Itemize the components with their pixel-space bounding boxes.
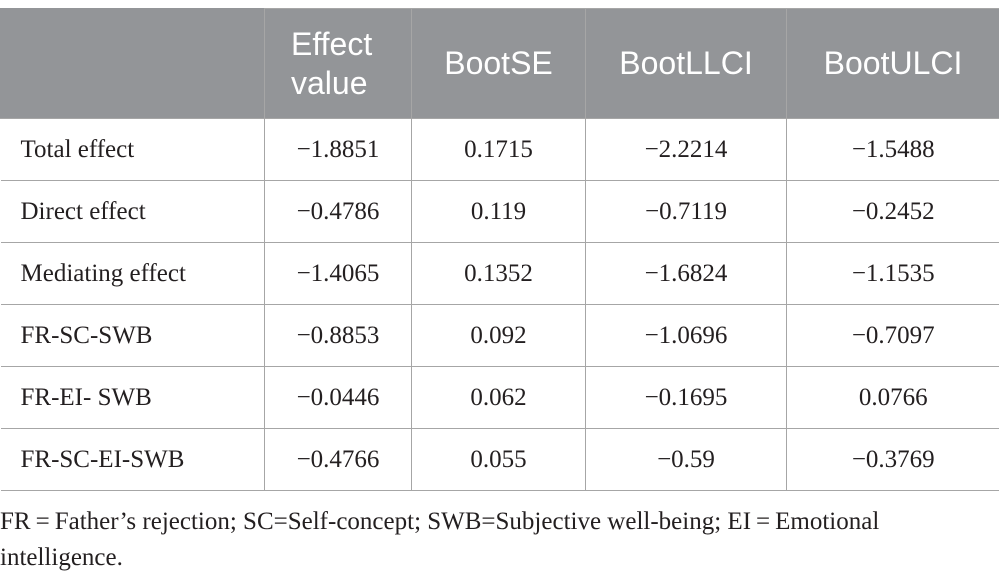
row-label: Total effect [0,118,265,181]
table-row: FR-EI- SWB −0.0446 0.062 −0.1695 0.0766 [0,366,999,429]
table-row: Mediating effect −1.4065 0.1352 −1.6824 … [0,242,999,305]
cell-bootllci: −0.1695 [585,366,787,429]
cell-bootulci: −0.7097 [786,304,999,367]
table-row: Direct effect −0.4786 0.119 −0.7119 −0.2… [0,180,999,243]
row-label: FR-SC-EI-SWB [0,428,265,491]
cell-effect-value: −1.8851 [264,118,412,181]
header-bootllci: BootLLCI [585,8,787,119]
header-bootse: BootSE [411,8,586,119]
cell-effect-value: −0.0446 [264,366,412,429]
cell-effect-value: −1.4065 [264,242,412,305]
cell-bootllci: −1.0696 [585,304,787,367]
cell-bootulci: −1.1535 [786,242,999,305]
cell-effect-value: −0.4786 [264,180,412,243]
cell-bootulci: −0.2452 [786,180,999,243]
cell-effect-value: −0.8853 [264,304,412,367]
cell-bootulci: −1.5488 [786,118,999,181]
cell-bootse: 0.092 [411,304,586,367]
cell-bootllci: −0.7119 [585,180,787,243]
row-label: FR-EI- SWB [0,366,265,429]
row-label: Mediating effect [0,242,265,305]
table-row: FR-SC-SWB −0.8853 0.092 −1.0696 −0.7097 [0,304,999,367]
cell-bootllci: −2.2214 [585,118,787,181]
header-effect-value: Effect value [264,8,412,119]
table-row: FR-SC-EI-SWB −0.4766 0.055 −0.59 −0.3769 [0,428,999,491]
cell-bootulci: 0.0766 [786,366,999,429]
cell-bootse: 0.062 [411,366,586,429]
cell-bootse: 0.1352 [411,242,586,305]
cell-bootllci: −1.6824 [585,242,787,305]
header-empty [0,8,265,119]
row-label: Direct effect [0,180,265,243]
row-label: FR-SC-SWB [0,304,265,367]
results-table: Effect value BootSE BootLLCI BootULCI To… [0,8,999,491]
header-effect-value-label: Effect value [291,25,373,101]
cell-bootse: 0.1715 [411,118,586,181]
header-bootulci: BootULCI [786,8,999,119]
table-row: Total effect −1.8851 0.1715 −2.2214 −1.5… [0,118,999,181]
cell-effect-value: −0.4766 [264,428,412,491]
table-footnote: FR = Father’s rejection; SC=Self-concept… [0,508,880,571]
header-row: Effect value BootSE BootLLCI BootULCI [0,8,999,119]
cell-bootulci: −0.3769 [786,428,999,491]
cell-bootse: 0.055 [411,428,586,491]
cell-bootllci: −0.59 [585,428,787,491]
cell-bootse: 0.119 [411,180,586,243]
